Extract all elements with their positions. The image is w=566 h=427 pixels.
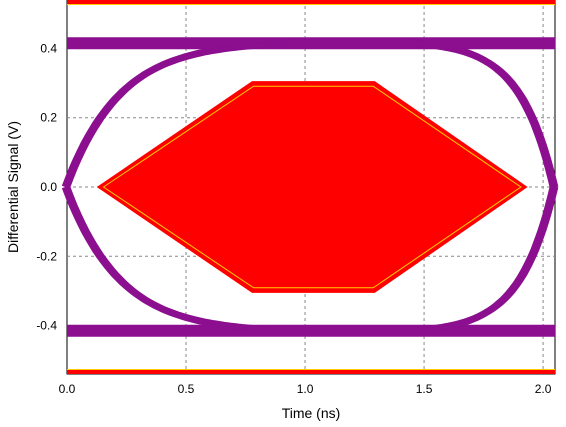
- trace-fall-right-2: [414, 41, 559, 188]
- x-tick-label-1: 0.5: [178, 382, 195, 396]
- x-tick-labels: 0.0 0.5 1.0 1.5 2.0: [59, 382, 552, 396]
- limit-bands: [67, 0, 555, 374]
- x-tick-label-2: 1.0: [297, 382, 314, 396]
- trace-rise-right-2: [414, 186, 559, 333]
- eye-traces: [61, 37, 559, 337]
- y-tick-label-4: -0.4: [36, 319, 57, 333]
- y-axis-title: Differential Signal (V): [5, 121, 21, 253]
- x-axis-title: Time (ns): [282, 405, 341, 421]
- trace-rise-left-2: [67, 41, 296, 188]
- mask-edge: [102, 85, 522, 289]
- y-tick-label-2: 0.0: [40, 180, 57, 194]
- mask-polygon: [96, 81, 528, 293]
- limit-band-0: [67, 0, 555, 4]
- x-tick-label-3: 1.5: [416, 382, 433, 396]
- eye-mask: [96, 81, 528, 293]
- y-tick-label-0: 0.4: [40, 41, 57, 55]
- limit-band-1: [67, 370, 555, 374]
- y-tick-label-1: 0.2: [40, 111, 57, 125]
- trace-fall-left-2: [67, 186, 296, 333]
- y-tick-label-3: -0.2: [36, 249, 57, 263]
- y-tick-labels: 0.4 0.2 0.0 -0.2 -0.4: [36, 41, 57, 332]
- x-tick-label-0: 0.0: [59, 382, 76, 396]
- x-tick-label-4: 2.0: [535, 382, 552, 396]
